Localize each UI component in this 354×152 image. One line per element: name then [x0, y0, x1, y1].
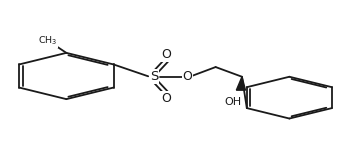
Text: OH: OH	[225, 97, 242, 107]
Text: S: S	[150, 70, 158, 83]
Text: O: O	[161, 92, 171, 105]
Text: O: O	[183, 70, 193, 83]
Text: O: O	[161, 48, 171, 61]
Polygon shape	[236, 77, 245, 90]
Text: CH$_3$: CH$_3$	[38, 35, 57, 47]
